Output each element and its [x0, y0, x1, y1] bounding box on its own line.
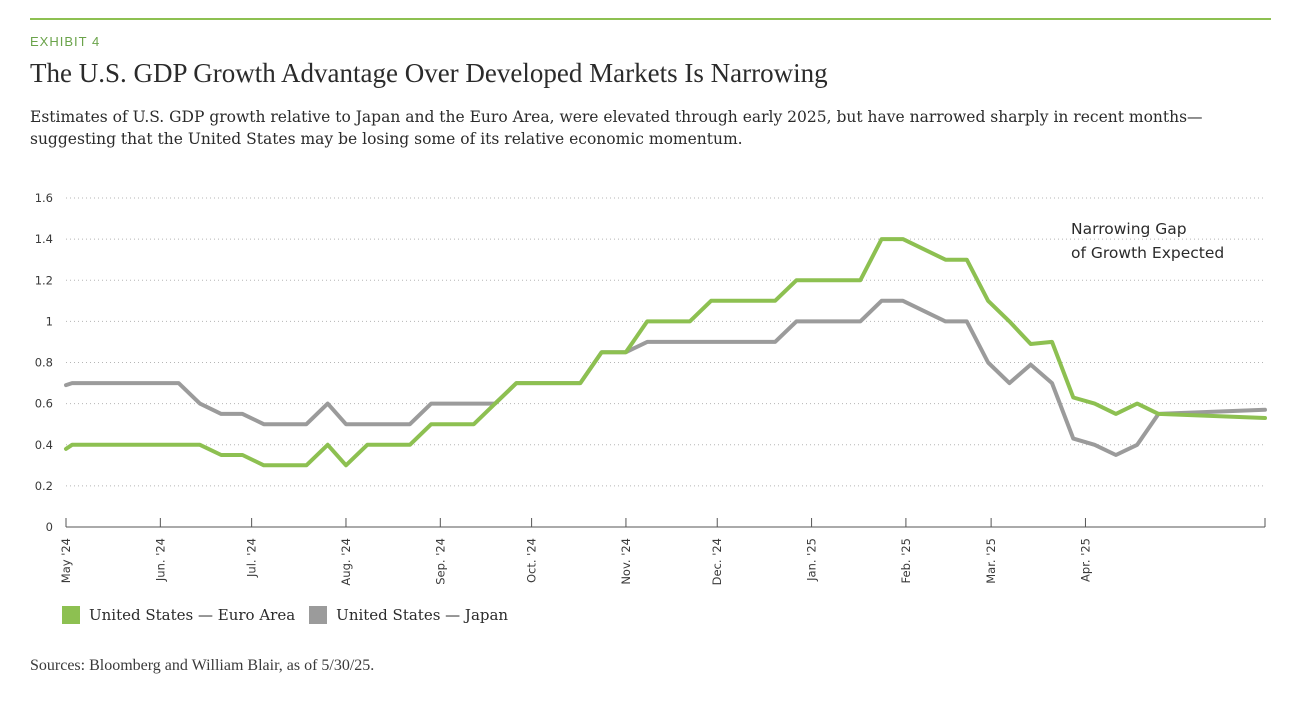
y-tick-label: 0.6 — [35, 397, 53, 411]
y-tick-label: 1.2 — [35, 273, 53, 287]
legend-label-euro: United States — Euro Area — [89, 606, 296, 624]
x-tick-label: Oct. '24 — [525, 538, 539, 583]
line-chart: 0 0.2 0.4 0.6 0.8 1 1.2 1.4 1.6 May '24 Jun. '24 J… — [35, 191, 1267, 586]
x-tick-label: May '24 — [59, 538, 73, 583]
series-line-japan — [64, 298, 1267, 457]
x-tick-label: Sep. '24 — [433, 538, 447, 585]
source-note: Sources: Bloomberg and William Blair, as… — [30, 657, 375, 674]
legend: United States — Euro Area United States … — [62, 606, 522, 624]
y-tick-label: 0 — [46, 520, 53, 534]
chart-title: The U.S. GDP Growth Advantage Over Devel… — [30, 58, 828, 88]
legend-label-japan: United States — Japan — [336, 606, 509, 624]
series-lines — [64, 237, 1267, 468]
x-tick-label: Dec. '24 — [710, 538, 724, 585]
y-tick-label: 1.4 — [35, 232, 53, 246]
x-tick-label: Mar. '25 — [984, 538, 998, 584]
x-tick-label: Apr. '25 — [1078, 538, 1092, 582]
x-tick-label: Jul. '24 — [245, 538, 259, 578]
legend-item-japan: United States — Japan — [309, 606, 508, 624]
y-tick-label: 0.4 — [35, 438, 53, 452]
top-rule — [30, 18, 1271, 20]
annotation-line-1: Narrowing Gap — [1071, 220, 1187, 238]
exhibit-label: EXHIBIT 4 — [30, 34, 101, 49]
series-line-euro-area — [64, 237, 1267, 468]
y-axis: 0 0.2 0.4 0.6 0.8 1 1.2 1.4 1.6 — [35, 191, 53, 534]
y-tick-label: 1.6 — [35, 191, 53, 205]
legend-swatch-euro — [62, 606, 80, 624]
legend-item-euro: United States — Euro Area — [62, 606, 295, 624]
x-tick-label: Nov. '24 — [619, 538, 633, 585]
x-tick-label: Jun. '24 — [153, 538, 167, 582]
y-tick-label: 1 — [46, 314, 53, 328]
annotation-line-2: of Growth Expected — [1071, 244, 1224, 262]
chart-subtitle: Estimates of U.S. GDP growth relative to… — [30, 108, 1203, 148]
legend-swatch-japan — [309, 606, 328, 624]
y-tick-label: 0.8 — [35, 356, 53, 370]
x-axis: May '24 Jun. '24 Jul. '24 Aug. '24 Sep. '24 O… — [59, 518, 1266, 586]
x-tick-label: Feb. '25 — [899, 538, 913, 583]
y-tick-label: 0.2 — [35, 479, 53, 493]
x-tick-label: Jan. '25 — [805, 538, 819, 582]
x-tick-label: Aug. '24 — [339, 538, 353, 586]
